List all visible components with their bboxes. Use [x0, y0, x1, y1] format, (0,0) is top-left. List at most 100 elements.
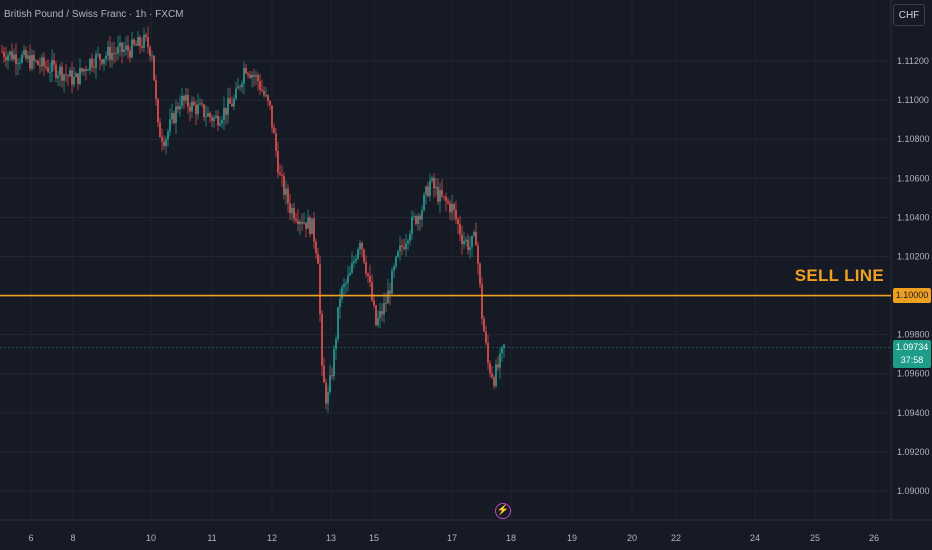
candle-down	[201, 103, 203, 105]
candle-up	[397, 251, 399, 257]
candle-down	[313, 218, 315, 242]
candle-up	[119, 42, 121, 47]
candle-up	[207, 113, 209, 117]
candle-up	[41, 57, 43, 67]
candle-up	[169, 119, 171, 132]
candle-down	[247, 73, 249, 75]
candle-down	[45, 66, 47, 68]
candle-up	[421, 210, 423, 220]
candle-down	[445, 196, 447, 202]
last-price-value: 1.09734	[895, 342, 929, 352]
y-tick-label: 1.10600	[897, 173, 930, 183]
candle-down	[65, 74, 67, 76]
candle-up	[499, 353, 501, 368]
candle-up	[213, 117, 215, 122]
lightning-icon[interactable]: ⚡	[495, 503, 511, 519]
candle-down	[483, 318, 485, 332]
candle-down	[11, 51, 13, 60]
candle-down	[467, 239, 469, 251]
candle-down	[461, 234, 463, 244]
price-axis: 1.11200 1.11000 1.10800 1.10600 1.10400 1.102…	[897, 56, 930, 496]
candle-up	[417, 215, 419, 224]
candle-down	[5, 56, 7, 61]
candle-down	[147, 37, 149, 48]
currency-button[interactable]: CHF	[893, 4, 925, 26]
x-tick-label: 20	[627, 533, 637, 543]
x-tick-label: 8	[70, 533, 75, 543]
candle-down	[363, 249, 365, 263]
candle-down	[53, 60, 55, 65]
candle-down	[385, 303, 387, 304]
candle-down	[367, 273, 369, 276]
candle-down	[3, 51, 5, 57]
candle-down	[323, 365, 325, 383]
candle-down	[71, 70, 73, 85]
candle-up	[75, 73, 77, 78]
candle-down	[115, 53, 117, 54]
candle-up	[227, 98, 229, 115]
candle-up	[333, 348, 335, 377]
candle-up	[471, 235, 473, 248]
candle-up	[469, 247, 471, 251]
candle-down	[361, 242, 363, 250]
candle-down	[381, 311, 383, 315]
candle-up	[409, 233, 411, 241]
x-tick-label: 22	[671, 533, 681, 543]
candle-down	[145, 34, 147, 38]
candle-down	[295, 218, 297, 221]
candle-up	[87, 69, 89, 71]
candle-up	[243, 67, 245, 84]
y-tick-label: 1.09400	[897, 408, 930, 418]
candle-series	[1, 26, 505, 413]
candle-up	[165, 139, 167, 147]
candle-up	[105, 55, 107, 59]
candle-down	[29, 55, 31, 69]
candle-down	[157, 99, 159, 123]
candle-down	[229, 98, 231, 104]
x-tick-label: 26	[869, 533, 879, 543]
candle-down	[129, 50, 131, 58]
candle-up	[205, 116, 207, 118]
candle-down	[195, 104, 197, 115]
candle-up	[123, 49, 125, 52]
candle-up	[233, 98, 235, 107]
candle-down	[419, 215, 421, 220]
candle-down	[67, 75, 69, 77]
x-tick-label: 11	[207, 533, 216, 543]
candle-down	[209, 113, 211, 118]
candle-down	[309, 217, 311, 234]
candle-down	[39, 65, 41, 67]
candle-down	[133, 39, 135, 45]
candle-up	[383, 303, 385, 315]
candle-up	[251, 74, 253, 78]
candle-up	[429, 180, 431, 197]
y-tick-label: 1.10800	[897, 134, 930, 144]
candle-up	[63, 74, 65, 81]
candle-up	[23, 50, 25, 55]
candle-down	[485, 331, 487, 343]
candle-up	[49, 71, 51, 73]
candle-up	[143, 34, 145, 48]
candle-up	[413, 215, 415, 217]
candle-up	[97, 54, 99, 55]
x-tick-label: 17	[447, 533, 457, 543]
x-tick-label: 12	[267, 533, 277, 543]
candle-down	[85, 69, 87, 71]
candle-down	[401, 245, 403, 248]
candle-down	[245, 67, 247, 74]
candle-down	[479, 263, 481, 285]
candle-up	[501, 347, 503, 354]
candle-down	[373, 300, 375, 306]
candle-up	[235, 88, 237, 99]
time-axis: 6 8 10 11 12 13 15 17 18 19 20 22 24 25 26	[28, 533, 879, 543]
y-tick-label: 1.11200	[897, 56, 929, 66]
candle-down	[225, 107, 227, 115]
candle-down	[491, 373, 493, 378]
candle-up	[291, 207, 293, 214]
candle-down	[15, 54, 17, 64]
candle-down	[139, 37, 141, 47]
candle-up	[431, 177, 433, 181]
candle-up	[151, 55, 153, 57]
candle-down	[217, 115, 219, 126]
